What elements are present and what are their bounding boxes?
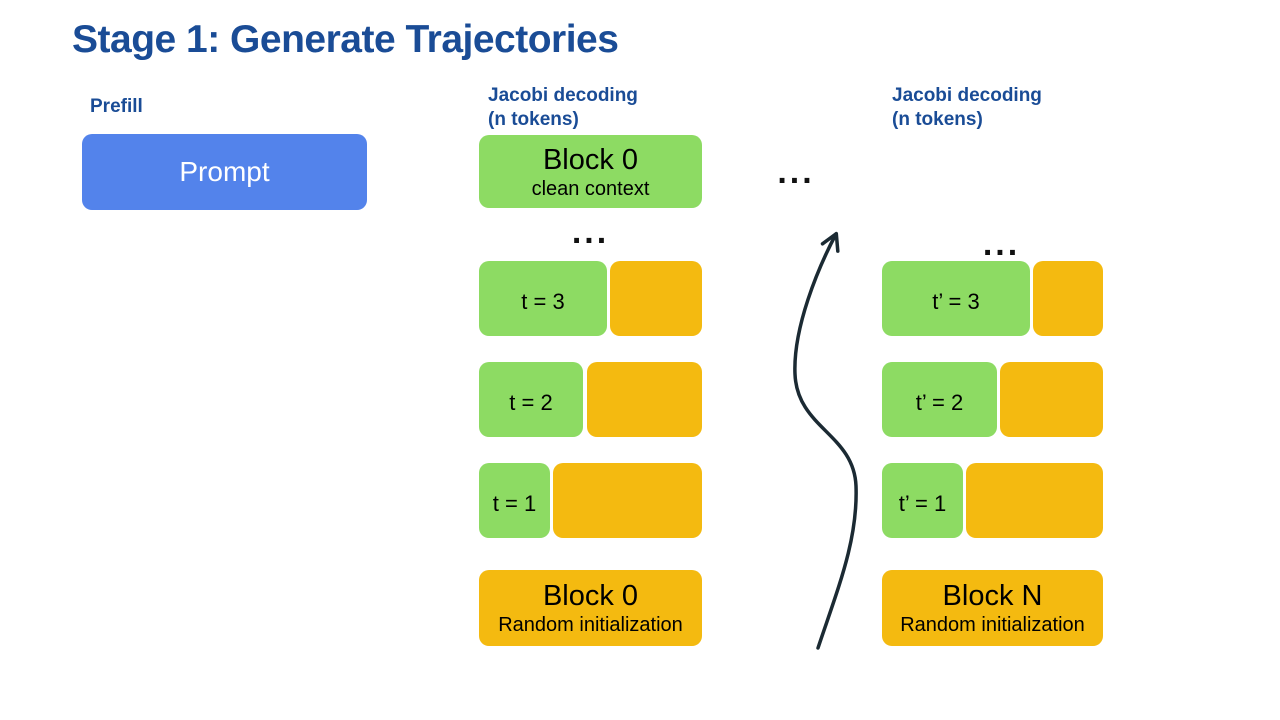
jacobi-label-right-line2: (n tokens) [892, 109, 983, 130]
t2-pending-tokens-box [587, 362, 702, 437]
jacobi-decoding-label-left: Jacobi decoding (n tokens) [488, 84, 638, 132]
tp3-label: t’ = 3 [932, 288, 980, 314]
t3-label: t = 3 [521, 288, 565, 314]
block0-clean-title: Block 0 [542, 143, 639, 176]
ellipsis-right-column: ... [982, 225, 1021, 263]
ellipsis-left-column: ... [571, 213, 610, 251]
tp1-pending-tokens-box [966, 463, 1103, 538]
tp2-accepted-tokens-box: t’ = 2 [882, 362, 997, 437]
jacobi-label-left-line1: Jacobi decoding [488, 85, 638, 106]
t1-pending-tokens-box [553, 463, 702, 538]
prompt-box: Prompt [82, 134, 367, 210]
t3-accepted-tokens-box: t = 3 [479, 261, 607, 336]
block0-random-title: Block 0 [542, 580, 639, 612]
tp2-label: t’ = 2 [915, 389, 964, 415]
jacobi-decoding-label-right: Jacobi decoding (n tokens) [892, 84, 1042, 132]
block0-random-init-box: Block 0 Random initialization [479, 570, 702, 646]
trajectory-arrow-curve [793, 232, 858, 650]
jacobi-label-right-line1: Jacobi decoding [892, 85, 1042, 106]
ellipsis-middle: ... [777, 153, 815, 191]
prefill-label: Prefill [90, 96, 143, 117]
slide-title: Stage 1: Generate Trajectories [72, 18, 619, 61]
tp1-accepted-tokens-box: t’ = 1 [882, 463, 963, 538]
t1-accepted-tokens-box: t = 1 [479, 463, 550, 538]
prompt-label: Prompt [179, 155, 270, 187]
tp3-pending-tokens-box [1033, 261, 1103, 336]
tp3-accepted-tokens-box: t’ = 3 [882, 261, 1030, 336]
block0-random-subtitle: Random initialization [498, 614, 683, 636]
blockN-random-subtitle: Random initialization [900, 614, 1085, 636]
blockN-random-init-box: Block N Random initialization [882, 570, 1103, 646]
t3-pending-tokens-box [610, 261, 702, 336]
t1-label: t = 1 [492, 490, 537, 516]
tp2-pending-tokens-box [1000, 362, 1103, 437]
t2-accepted-tokens-box: t = 2 [479, 362, 583, 437]
block0-clean-context-box: Block 0 clean context [479, 135, 702, 208]
blockN-random-title: Block N [942, 580, 1043, 612]
jacobi-label-left-line2: (n tokens) [488, 109, 579, 130]
trajectory-arrow-head [820, 231, 840, 253]
t2-label: t = 2 [509, 389, 553, 415]
block0-clean-subtitle: clean context [531, 177, 650, 200]
tp1-label: t’ = 1 [898, 490, 947, 516]
